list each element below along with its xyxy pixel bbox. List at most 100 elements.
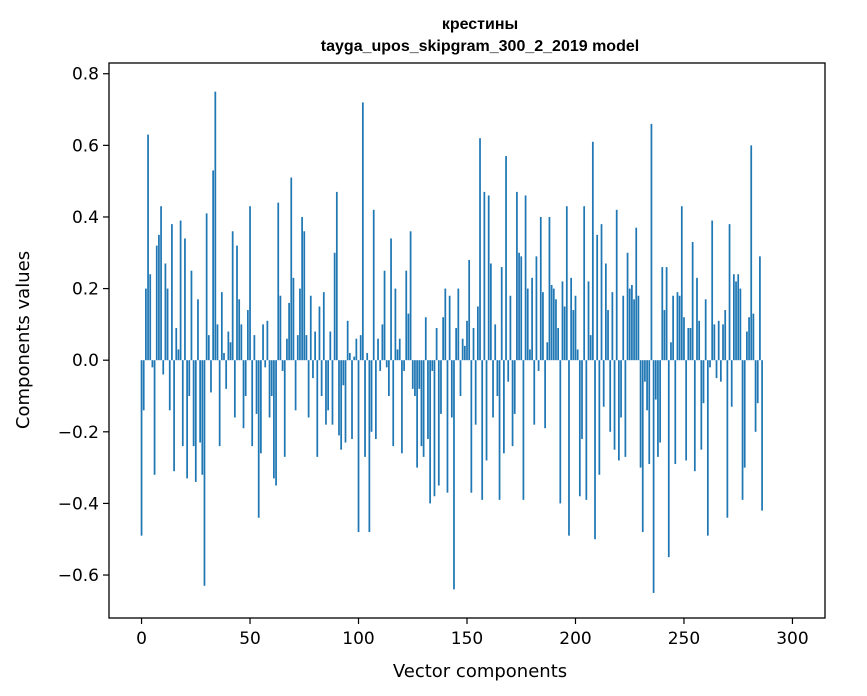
- bar-204: [583, 206, 586, 361]
- bar-253: [689, 327, 692, 361]
- bar-177: [524, 195, 527, 361]
- chart-title: крестины: [442, 16, 518, 33]
- bar-231: [641, 360, 644, 533]
- bar-59: [268, 360, 271, 418]
- bar-102: [361, 102, 364, 361]
- bar-126: [414, 360, 416, 396]
- bar-121: [403, 360, 405, 371]
- bar-49: [246, 310, 249, 361]
- bar-129: [420, 360, 423, 447]
- bar-68: [288, 302, 290, 361]
- bar-130: [422, 360, 425, 457]
- bar-series: [140, 91, 763, 593]
- bar-243: [667, 360, 670, 558]
- bar-136: [435, 327, 438, 361]
- bar-10: [162, 360, 165, 375]
- bar-264: [713, 324, 716, 361]
- bar-40: [227, 331, 230, 361]
- bar-279: [746, 331, 748, 361]
- bar-249: [680, 206, 683, 361]
- bar-255: [693, 360, 696, 472]
- bar-275: [737, 274, 740, 361]
- bar-162: [492, 360, 494, 418]
- bar-25: [194, 360, 197, 482]
- y-tick-label: 0.2: [72, 280, 99, 300]
- bar-1: [142, 360, 145, 411]
- bar-286: [761, 360, 763, 511]
- bar-47: [242, 360, 245, 429]
- bar-228: [635, 227, 638, 361]
- bar-191: [555, 299, 557, 361]
- bar-236: [652, 360, 655, 593]
- bar-99: [355, 338, 358, 361]
- bar-96: [348, 353, 351, 361]
- bar-48: [244, 360, 247, 396]
- bar-120: [401, 360, 403, 454]
- bar-79: [312, 360, 314, 379]
- bar-207: [589, 335, 592, 361]
- bar-199: [572, 310, 575, 361]
- bar-258: [700, 360, 703, 450]
- bar-203: [581, 360, 583, 439]
- bar-246: [674, 360, 677, 465]
- bar-18: [179, 220, 182, 361]
- bar-229: [637, 295, 640, 361]
- y-tick-label: 0.6: [72, 136, 99, 156]
- bar-196: [565, 206, 568, 361]
- bar-94: [344, 360, 347, 443]
- bar-171: [511, 360, 514, 447]
- bar-141: [446, 360, 449, 493]
- bar-81: [316, 360, 319, 457]
- bar-133: [429, 360, 431, 504]
- bar-272: [730, 360, 733, 407]
- bar-46: [240, 324, 243, 361]
- x-tick-label: 250: [668, 629, 700, 649]
- bar-179: [529, 349, 531, 361]
- bar-54: [257, 360, 260, 518]
- bar-63: [277, 202, 280, 361]
- bar-256: [696, 277, 698, 361]
- bar-222: [622, 295, 625, 361]
- bar-189: [550, 285, 553, 361]
- bar-33: [212, 170, 215, 361]
- y-axis: −0.6 −0.4 −0.2 0.0 0.2 0.4 0.6 0.8: [58, 65, 109, 586]
- bar-206: [587, 281, 590, 361]
- bar-24: [192, 360, 195, 447]
- bar-140: [444, 288, 447, 361]
- bar-22: [188, 360, 191, 396]
- bar-263: [711, 220, 714, 361]
- bar-158: [483, 191, 486, 361]
- bar-65: [281, 360, 284, 371]
- bar-193: [559, 360, 562, 504]
- bar-227: [633, 299, 635, 361]
- bar-232: [644, 360, 646, 382]
- bar-74: [301, 216, 303, 361]
- bar-156: [479, 138, 481, 361]
- bar-205: [585, 360, 588, 500]
- bar-237: [654, 360, 657, 400]
- bar-114: [388, 360, 390, 396]
- bar-52: [253, 335, 256, 361]
- bar-268: [722, 324, 724, 361]
- bar-27: [199, 360, 201, 443]
- bar-115: [390, 238, 392, 361]
- bar-267: [719, 360, 722, 382]
- bar-244: [670, 342, 672, 361]
- bar-274: [735, 281, 737, 361]
- bar-241: [663, 310, 666, 361]
- bar-216: [609, 360, 612, 432]
- bar-153: [472, 327, 475, 361]
- bar-223: [624, 360, 627, 457]
- y-tick-label: −0.6: [58, 566, 99, 586]
- bar-202: [578, 360, 581, 497]
- bar-6: [153, 360, 156, 475]
- bar-250: [683, 317, 685, 361]
- bar-238: [657, 360, 659, 457]
- x-tick-label: 300: [776, 629, 808, 649]
- bar-69: [290, 177, 293, 361]
- bar-42: [231, 231, 234, 361]
- bar-234: [648, 360, 651, 465]
- bar-150: [466, 320, 468, 361]
- bar-55: [260, 360, 262, 454]
